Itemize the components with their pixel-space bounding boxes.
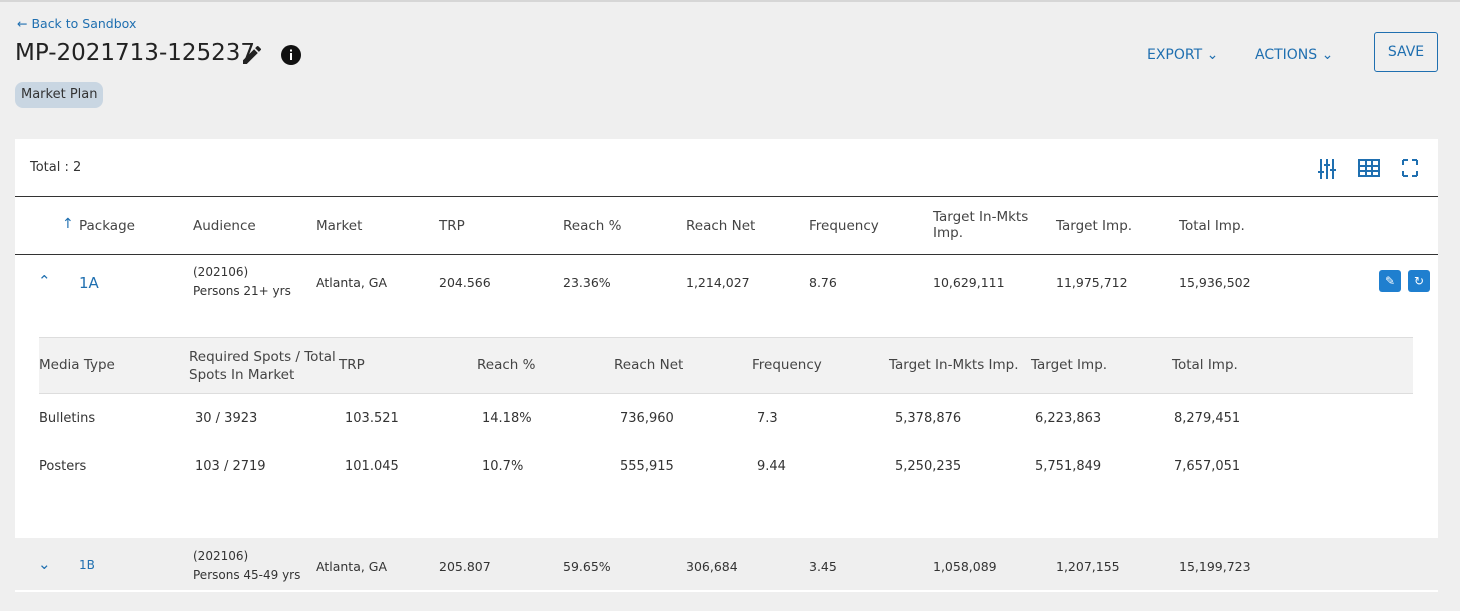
cell: Atlanta, GA	[316, 275, 388, 290]
toolbar-icons[interactable]	[1316, 157, 1426, 181]
column-header: Market	[316, 218, 363, 234]
cell: 1,058,089	[933, 559, 997, 574]
sort-icon[interactable]: ↑	[62, 216, 74, 232]
subcolumn-header: TRP	[339, 357, 365, 373]
actions-button[interactable]: ACTIONS ⌄	[1255, 47, 1334, 63]
info-icon[interactable]	[280, 44, 302, 66]
package[interactable]: 1B	[79, 558, 95, 572]
column-header: TRP	[439, 218, 465, 234]
subcolumn-header[interactable]: Media Type	[39, 357, 115, 373]
cell: 15,199,723	[1179, 559, 1251, 574]
subtable-header-bg	[39, 337, 1413, 394]
total: Total : 2	[30, 160, 82, 175]
column-header[interactable]: Audience	[193, 218, 256, 234]
cell: 3.45	[809, 559, 837, 574]
cell: 59.65%	[563, 559, 611, 574]
subcell: 30 / 3923	[195, 411, 258, 426]
export-button[interactable]: EXPORT ⌄	[1147, 47, 1219, 63]
cell: 10,629,111	[933, 275, 1005, 290]
back-link[interactable]: ← Back to Sandbox	[17, 16, 137, 31]
subcolumn-header: Target Imp.	[1031, 357, 1108, 373]
subcolumn-header: Frequency	[752, 357, 822, 373]
refresh-row-button[interactable]: ↻	[1408, 270, 1430, 292]
subcell: 5,250,235	[895, 459, 962, 474]
column-header: Reach %	[563, 218, 622, 234]
subcolumn-header: Reach %	[477, 357, 536, 373]
subcell: 10.7%	[482, 459, 524, 474]
subcell: 9.44	[757, 459, 786, 474]
subcolumn-header: Target In-Mkts Imp.	[889, 357, 1019, 373]
cell: 204.566	[439, 275, 491, 290]
subcell: 103 / 2719	[195, 459, 266, 474]
back-text[interactable]: Back to Sandbox	[31, 16, 137, 31]
subcell: 8,279,451	[1174, 411, 1241, 426]
subcell: 6,223,863	[1035, 411, 1102, 426]
subcell: 555,915	[620, 459, 674, 474]
package[interactable]: 1A	[79, 274, 99, 292]
row-bg	[15, 538, 1438, 590]
cell: 15,936,502	[1179, 275, 1251, 290]
column-header[interactable]: Package	[79, 218, 135, 234]
subcell: 7,657,051	[1174, 459, 1241, 474]
edit-row-button[interactable]: ✎	[1379, 270, 1401, 292]
audience: Persons 21+ yrs	[193, 284, 291, 298]
expand-icon[interactable]: ⌄	[38, 555, 51, 573]
audience: (202106)	[193, 549, 249, 563]
audience: (202106)	[193, 265, 249, 279]
subcell: 101.045	[345, 459, 399, 474]
actions-text[interactable]: ACTIONS	[1255, 47, 1318, 63]
subcell: 736,960	[620, 411, 674, 426]
subcolumn-header: Required Spots / Total Spots In Market	[189, 349, 336, 383]
tag: Market Plan	[15, 82, 104, 108]
cell: Atlanta, GA	[316, 559, 388, 574]
subcell: 7.3	[757, 411, 778, 426]
subcell: 5,378,876	[895, 411, 962, 426]
subcell: 5,751,849	[1035, 459, 1102, 474]
save-button[interactable]: SAVE	[1374, 32, 1438, 72]
collapse-icon[interactable]: ⌃	[38, 272, 51, 290]
cell: 8.76	[809, 275, 837, 290]
cell: 23.36%	[563, 275, 611, 290]
subcell: Posters	[39, 459, 87, 474]
cell: 306,684	[686, 559, 738, 574]
cell: 205.807	[439, 559, 491, 574]
subcolumn-header: Reach Net	[614, 357, 684, 373]
divider	[15, 196, 1438, 197]
column-header: Reach Net	[686, 218, 756, 234]
plan-title: MP-2021713-125237	[15, 40, 256, 66]
subcell: Bulletins	[39, 411, 96, 426]
audience: Persons 45-49 yrs	[193, 568, 301, 582]
subcolumn-header: Total Imp.	[1172, 357, 1238, 373]
column-header: Total Imp.	[1179, 218, 1245, 234]
subcell: 14.18%	[482, 411, 532, 426]
divider	[15, 254, 1438, 255]
column-header: Target Imp.	[1056, 218, 1133, 234]
column-header: Frequency	[809, 218, 879, 234]
export-text[interactable]: EXPORT	[1147, 47, 1203, 63]
cell: 1,214,027	[686, 275, 750, 290]
edit-icon[interactable]	[240, 43, 264, 67]
column-header: Target In-Mkts Imp.	[933, 209, 1029, 241]
cell: 11,975,712	[1056, 275, 1128, 290]
cell: 1,207,155	[1056, 559, 1120, 574]
subcell: 103.521	[345, 411, 399, 426]
